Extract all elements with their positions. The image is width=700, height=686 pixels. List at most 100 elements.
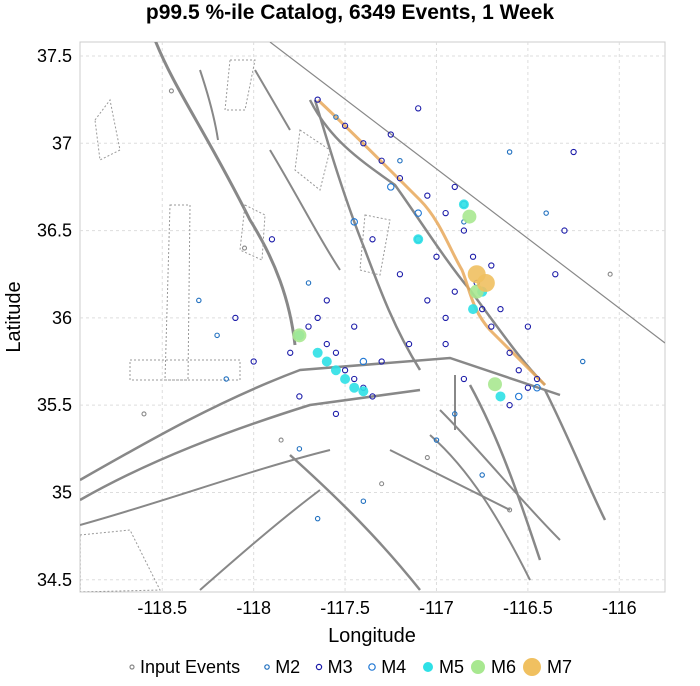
event-point-m6 — [462, 209, 477, 224]
legend-marker — [368, 663, 376, 671]
y-tick-label: 34.5 — [37, 570, 72, 590]
event-point-m3 — [341, 367, 349, 374]
event-point-m3 — [460, 375, 468, 383]
fault-trace — [199, 489, 321, 591]
event-point-m3 — [232, 314, 239, 322]
event-point-m4 — [533, 383, 541, 392]
event-point-m4 — [387, 183, 395, 191]
x-tick-label: -118.5 — [137, 598, 187, 618]
legend-marker — [471, 660, 485, 674]
event-point-m2 — [397, 157, 403, 164]
legend-label: Input Events — [140, 657, 240, 677]
event-point-m3 — [323, 340, 330, 348]
fault-trace — [80, 449, 331, 526]
fault-trace — [254, 69, 291, 131]
event-point-m3 — [469, 253, 477, 260]
event-point-m5 — [413, 234, 424, 245]
event-points — [141, 88, 613, 522]
fault-trace — [429, 434, 531, 581]
y-tick-label: 35.5 — [37, 395, 72, 415]
fault-map-layer — [80, 42, 665, 592]
fault-trace — [80, 388, 421, 502]
event-point-input-events — [424, 455, 430, 461]
fault-trace — [543, 389, 607, 521]
event-point-m2 — [479, 472, 485, 478]
legend-label: M3 — [328, 657, 353, 677]
event-point-m5 — [330, 365, 341, 376]
event-point-m3 — [396, 271, 404, 278]
fault-zone-hatch — [224, 59, 256, 111]
x-tick-label: -116 — [602, 598, 637, 618]
event-point-m5 — [495, 391, 506, 402]
legend-marker — [264, 664, 270, 670]
event-point-m3 — [369, 236, 376, 243]
event-point-m3 — [524, 323, 532, 330]
y-tick-label: 37.5 — [37, 46, 72, 66]
legend-marker — [129, 664, 135, 670]
event-point-m5 — [349, 382, 360, 393]
event-point-m3 — [488, 262, 495, 269]
event-point-m3 — [515, 367, 522, 374]
fault-zone-hatch — [164, 204, 191, 381]
event-point-m3 — [570, 148, 577, 156]
fault-trace — [80, 356, 561, 482]
event-point-m3 — [415, 105, 422, 112]
event-point-m3 — [305, 323, 312, 330]
event-point-m2 — [579, 358, 586, 365]
event-point-input-events — [278, 437, 284, 443]
event-point-m7 — [467, 265, 486, 284]
event-point-m5 — [312, 347, 323, 358]
event-point-m3 — [287, 349, 294, 356]
x-axis-ticks: -118.5 -118 -117.5 -117 -116.5 -116 — [137, 598, 636, 618]
event-point-m3 — [533, 375, 541, 383]
fault-zone-hatch — [294, 129, 331, 191]
event-point-m2 — [305, 280, 312, 286]
fault-zone-hatch — [80, 529, 161, 592]
event-point-m3 — [433, 253, 440, 260]
event-point-m3 — [314, 314, 321, 322]
event-point-input-events — [241, 245, 248, 251]
event-point-m3 — [561, 227, 568, 234]
event-point-input-events — [141, 411, 147, 417]
event-point-m5 — [458, 199, 469, 210]
event-point-m5 — [340, 373, 351, 384]
event-point-m2 — [452, 411, 458, 417]
fault-trace — [199, 69, 219, 141]
legend-label: M4 — [381, 657, 406, 677]
event-point-m6 — [487, 377, 502, 392]
event-point-input-events — [607, 271, 613, 277]
fault-zone-hatch — [94, 98, 121, 161]
event-point-m3 — [442, 340, 449, 348]
event-point-input-events — [168, 88, 174, 94]
event-point-m2 — [296, 446, 303, 452]
event-point-m3 — [250, 358, 257, 365]
event-point-m4 — [414, 209, 422, 217]
legend-marker — [315, 663, 323, 671]
fault-trace — [308, 99, 546, 386]
y-axis-ticks: 34.5 35 35.5 36 36.5 37 37.5 — [37, 46, 72, 590]
event-point-m5 — [468, 304, 479, 315]
event-point-m2 — [333, 114, 339, 120]
x-tick-label: -117 — [419, 598, 454, 618]
event-point-m2 — [506, 149, 513, 155]
event-point-m3 — [451, 183, 458, 191]
event-point-m3 — [497, 305, 504, 313]
legend-marker — [523, 658, 541, 676]
event-point-m2 — [314, 515, 321, 522]
event-point-m3 — [314, 96, 321, 103]
x-tick-label: -116.5 — [503, 598, 553, 618]
grid — [80, 42, 665, 592]
rupture-trace — [316, 98, 547, 387]
event-point-m3 — [378, 358, 385, 365]
event-point-m2 — [196, 297, 202, 304]
event-point-m3 — [524, 384, 532, 391]
x-tick-label: -118 — [236, 598, 271, 618]
event-point-m2 — [543, 210, 549, 216]
plot-area — [79, 41, 666, 593]
y-tick-label: 36.5 — [37, 221, 72, 241]
event-point-m2 — [360, 498, 367, 504]
state-boundary-line — [269, 42, 665, 344]
event-point-m4 — [359, 357, 368, 366]
event-point-m3 — [323, 297, 330, 304]
